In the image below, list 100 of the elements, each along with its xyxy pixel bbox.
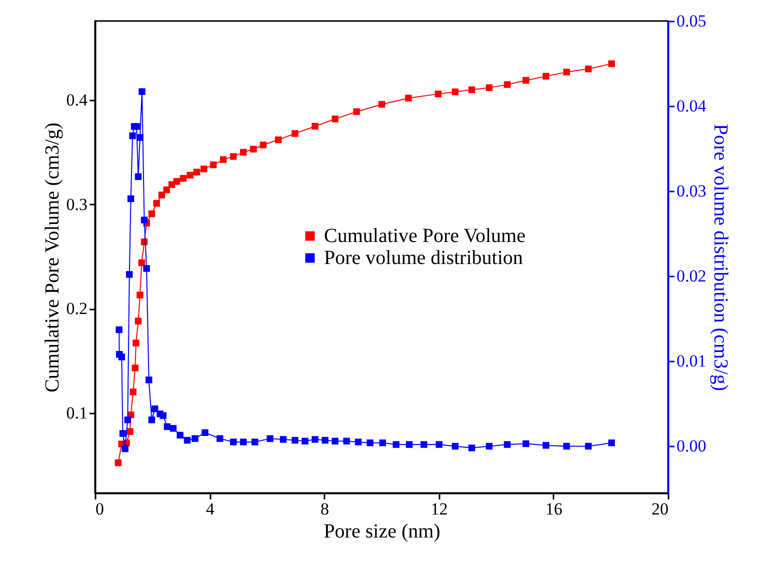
point: [585, 442, 592, 450]
point: [136, 134, 144, 141]
point: [312, 436, 318, 443]
point: [378, 101, 386, 108]
y2-axis-title: Pore volume distribution (cm3/g): [709, 124, 732, 392]
y2-tick-label: 0.02: [676, 266, 706, 286]
point: [134, 318, 142, 324]
x-tick-label: 4: [206, 500, 215, 518]
point: [452, 442, 458, 450]
point: [332, 438, 338, 444]
point: [260, 142, 267, 148]
point: [563, 68, 570, 76]
point: [134, 173, 142, 180]
point: [192, 435, 198, 442]
y2-tick-label: 0.04: [676, 96, 707, 116]
point: [322, 436, 328, 444]
point: [220, 156, 227, 163]
point: [406, 441, 413, 448]
y-tick-label: 0.2: [66, 299, 88, 318]
x-axis-title: Pore size (nm): [324, 520, 440, 542]
point: [158, 192, 166, 198]
point: [266, 435, 274, 442]
x-tick-label: 8: [320, 500, 329, 518]
legend-label: Pore volume distribution: [324, 247, 523, 269]
x-tick-label: 20: [652, 500, 668, 518]
point: [366, 439, 374, 446]
point: [542, 72, 550, 80]
point: [250, 146, 257, 153]
point: [119, 430, 126, 437]
y2-tick-label: 0.01: [676, 352, 706, 371]
point: [292, 436, 298, 444]
point: [184, 436, 191, 444]
point: [200, 166, 208, 172]
point: [124, 416, 132, 424]
point: [126, 271, 133, 278]
point: [153, 200, 160, 207]
point: [180, 174, 187, 182]
point: [160, 412, 167, 419]
legend-label: Cumulative Pore Volume: [324, 225, 526, 247]
point: [133, 123, 140, 130]
point: [504, 441, 511, 448]
point: [486, 442, 493, 450]
point: [585, 66, 592, 72]
point: [354, 438, 362, 446]
y-axis-title: Cumulative Pore Volume (cm3/g): [41, 122, 64, 392]
point: [186, 172, 194, 179]
y2-tick-label: 0.03: [676, 182, 706, 201]
point: [230, 438, 237, 446]
point: [202, 429, 208, 436]
point: [522, 440, 530, 448]
point: [210, 161, 217, 168]
y2-tick-label: 0.05: [676, 12, 706, 30]
point: [452, 88, 458, 96]
point: [608, 439, 615, 446]
point: [122, 445, 128, 452]
point: [170, 425, 177, 432]
x-tick-label: 12: [430, 500, 448, 518]
point: [434, 90, 442, 98]
point: [302, 438, 308, 444]
point: [542, 442, 550, 449]
point: [130, 388, 136, 396]
point: [176, 432, 184, 439]
point: [216, 435, 224, 442]
point: [392, 441, 400, 448]
point: [353, 108, 360, 116]
point: [252, 438, 258, 446]
point: [312, 122, 318, 130]
point: [114, 459, 122, 466]
point: [379, 439, 386, 446]
point: [292, 130, 298, 137]
point: [116, 326, 122, 334]
point: [608, 60, 615, 68]
point: [146, 376, 152, 384]
point: [563, 442, 570, 450]
y2-tick-label: 0.00: [676, 436, 706, 456]
point: [127, 195, 134, 202]
x-tick-label: 0: [96, 500, 104, 518]
point: [118, 354, 125, 360]
point: [332, 116, 338, 122]
point: [193, 168, 200, 176]
point: [129, 132, 136, 140]
point: [126, 428, 134, 435]
point: [405, 94, 412, 102]
y-tick-label: 0.4: [66, 90, 88, 110]
point: [143, 265, 150, 272]
y-tick-label: 0.1: [66, 403, 88, 422]
point: [148, 210, 156, 218]
point: [140, 216, 148, 224]
point: [436, 441, 442, 448]
point: [468, 444, 476, 452]
point: [468, 86, 476, 94]
y-tick-label: 0.3: [66, 194, 88, 214]
point: [504, 81, 511, 88]
point: [132, 340, 140, 346]
point: [148, 416, 156, 424]
point: [343, 438, 350, 444]
point: [138, 88, 146, 95]
point: [522, 77, 530, 84]
point: [240, 438, 247, 446]
point: [240, 148, 247, 156]
